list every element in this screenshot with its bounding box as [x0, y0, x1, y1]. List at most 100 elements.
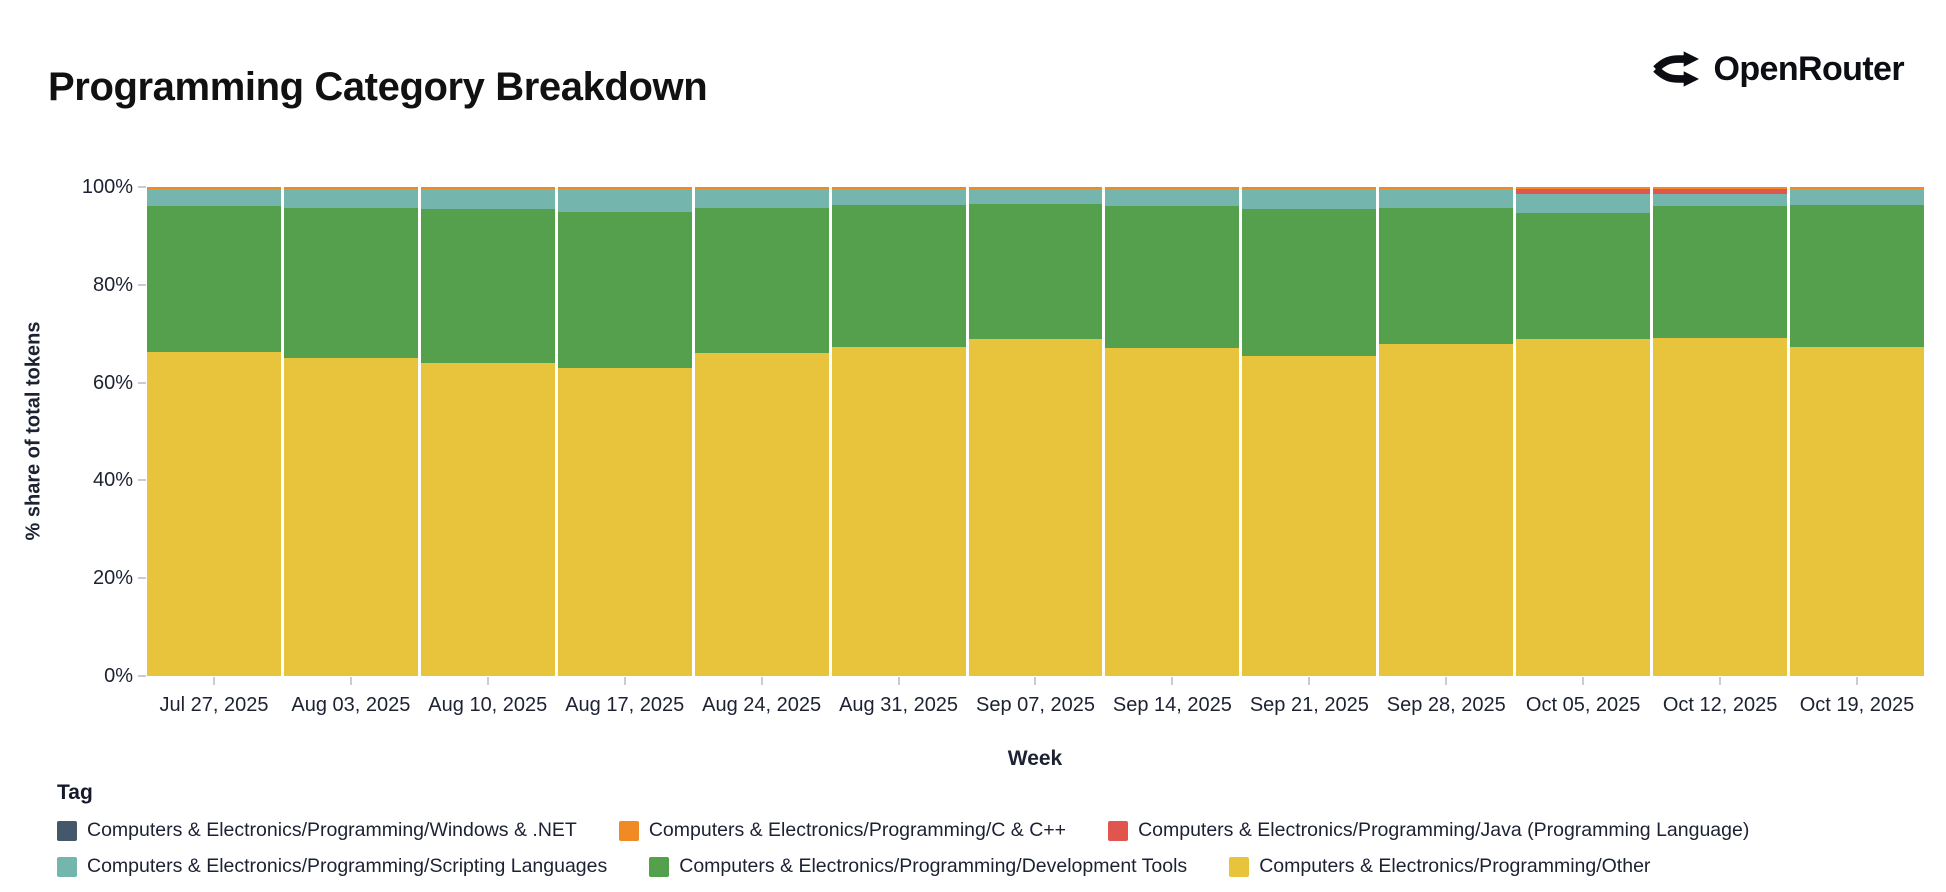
- bar-aug-24-2025[interactable]: [694, 187, 829, 676]
- segment-java[interactable]: [1653, 189, 1788, 195]
- segment-cpp[interactable]: [557, 187, 692, 190]
- x-tick-label: Aug 31, 2025: [839, 694, 959, 716]
- x-tick-label: Sep 07, 2025: [975, 694, 1095, 716]
- segment-cpp[interactable]: [420, 187, 555, 190]
- x-tick-label: Oct 05, 2025: [1525, 694, 1641, 716]
- segment-other[interactable]: [283, 358, 418, 676]
- legend-swatch-devtools: [649, 856, 670, 877]
- brand-logo: OpenRouter: [1651, 46, 1905, 92]
- bar-sep-28-2025[interactable]: [1379, 187, 1514, 676]
- segment-devtools[interactable]: [147, 206, 281, 353]
- x-tick-label: Aug 03, 2025: [291, 694, 411, 716]
- y-tick-label: 20%: [92, 567, 133, 590]
- bar-oct-05-2025[interactable]: [1516, 187, 1651, 676]
- segment-other[interactable]: [1105, 348, 1240, 676]
- segment-other[interactable]: [831, 347, 966, 676]
- y-tick-mark: [138, 675, 146, 677]
- bar-sep-07-2025[interactable]: [968, 187, 1103, 676]
- segment-scripting[interactable]: [968, 189, 1103, 205]
- bar-jul-27-2025[interactable]: [147, 187, 281, 676]
- segment-cpp[interactable]: [283, 187, 418, 190]
- segment-scripting[interactable]: [420, 189, 555, 210]
- segment-cpp[interactable]: [1653, 187, 1788, 190]
- legend-row: Computers & Electronics/Programming/Wind…: [57, 819, 1749, 842]
- segment-devtools[interactable]: [1242, 208, 1377, 357]
- legend-item-cpp: Computers & Electronics/Programming/C & …: [618, 819, 1066, 842]
- x-tick-label: Oct 19, 2025: [1799, 694, 1915, 716]
- segment-cpp[interactable]: [147, 187, 281, 190]
- segment-devtools[interactable]: [557, 211, 692, 369]
- segment-scripting[interactable]: [1242, 189, 1377, 209]
- x-tick-label: Sep 14, 2025: [1112, 694, 1232, 716]
- x-tick-marks: [147, 677, 1924, 685]
- y-tick-mark: [138, 283, 146, 286]
- x-tick-mark: [1379, 677, 1513, 685]
- segment-devtools[interactable]: [968, 204, 1103, 340]
- x-tick-mark: [147, 677, 281, 685]
- x-tick-mark: [1790, 677, 1924, 685]
- segment-devtools[interactable]: [283, 208, 418, 359]
- segment-other[interactable]: [1242, 356, 1377, 676]
- legend-swatch-scripting: [57, 856, 77, 877]
- page-title: Programming Category Breakdown: [48, 64, 708, 109]
- segment-other[interactable]: [420, 362, 555, 676]
- bar-aug-10-2025[interactable]: [420, 187, 555, 676]
- x-tick-mark: [1516, 677, 1650, 685]
- bar-oct-12-2025[interactable]: [1653, 187, 1788, 676]
- segment-other[interactable]: [1379, 344, 1514, 676]
- segment-devtools[interactable]: [1790, 205, 1924, 348]
- legend-item-devtools: Computers & Electronics/Programming/Deve…: [649, 855, 1187, 878]
- legend-label: Computers & Electronics/Programming/Othe…: [1259, 855, 1651, 877]
- segment-cpp[interactable]: [694, 187, 829, 190]
- segment-devtools[interactable]: [831, 204, 966, 348]
- y-tick-mark: [138, 381, 146, 384]
- segment-devtools[interactable]: [1516, 212, 1651, 339]
- bar-sep-21-2025[interactable]: [1242, 187, 1377, 676]
- segment-other[interactable]: [968, 339, 1103, 676]
- segment-devtools[interactable]: [694, 207, 829, 354]
- y-tick-mark: [138, 577, 146, 580]
- x-tick-label: Sep 21, 2025: [1249, 694, 1369, 716]
- y-tick-label: 80%: [92, 273, 133, 296]
- segment-devtools[interactable]: [1105, 206, 1240, 349]
- segment-cpp[interactable]: [1379, 187, 1514, 190]
- segment-other[interactable]: [1653, 338, 1788, 676]
- segment-cpp[interactable]: [1790, 187, 1924, 190]
- segment-scripting[interactable]: [557, 189, 692, 212]
- segment-scripting[interactable]: [147, 189, 281, 207]
- segment-devtools[interactable]: [1653, 206, 1788, 339]
- segment-scripting[interactable]: [1105, 189, 1240, 207]
- segment-cpp[interactable]: [831, 187, 966, 190]
- bar-aug-17-2025[interactable]: [557, 187, 692, 676]
- segment-other[interactable]: [147, 352, 281, 676]
- segment-scripting[interactable]: [831, 189, 966, 205]
- segment-devtools[interactable]: [1379, 208, 1514, 345]
- segment-scripting[interactable]: [1653, 194, 1788, 207]
- segment-cpp[interactable]: [1105, 187, 1240, 190]
- brand-name: OpenRouter: [1713, 49, 1905, 88]
- segment-scripting[interactable]: [694, 189, 829, 208]
- legend-swatch-other: [1229, 856, 1250, 877]
- segment-java[interactable]: [1516, 189, 1651, 195]
- legend-swatch-cpp: [618, 820, 639, 841]
- legend: Tag Computers & Electronics/Programming/…: [57, 781, 1749, 891]
- segment-scripting[interactable]: [283, 189, 418, 209]
- segment-cpp[interactable]: [968, 187, 1103, 190]
- segment-cpp[interactable]: [1516, 187, 1651, 190]
- segment-scripting[interactable]: [1790, 189, 1924, 206]
- y-tick-label: 40%: [92, 469, 133, 492]
- segment-scripting[interactable]: [1516, 194, 1651, 213]
- segment-devtools[interactable]: [420, 209, 555, 363]
- segment-other[interactable]: [694, 353, 829, 676]
- segment-scripting[interactable]: [1379, 189, 1514, 209]
- bar-sep-14-2025[interactable]: [1105, 187, 1240, 676]
- legend-item-java: Computers & Electronics/Programming/Java…: [1108, 819, 1749, 842]
- segment-other[interactable]: [1790, 347, 1924, 676]
- legend-label: Computers & Electronics/Programming/Scri…: [87, 855, 608, 877]
- bar-oct-19-2025[interactable]: [1790, 187, 1924, 676]
- segment-other[interactable]: [557, 368, 692, 676]
- segment-cpp[interactable]: [1242, 187, 1377, 190]
- bar-aug-31-2025[interactable]: [831, 187, 966, 676]
- bar-aug-03-2025[interactable]: [283, 187, 418, 676]
- segment-other[interactable]: [1516, 338, 1651, 676]
